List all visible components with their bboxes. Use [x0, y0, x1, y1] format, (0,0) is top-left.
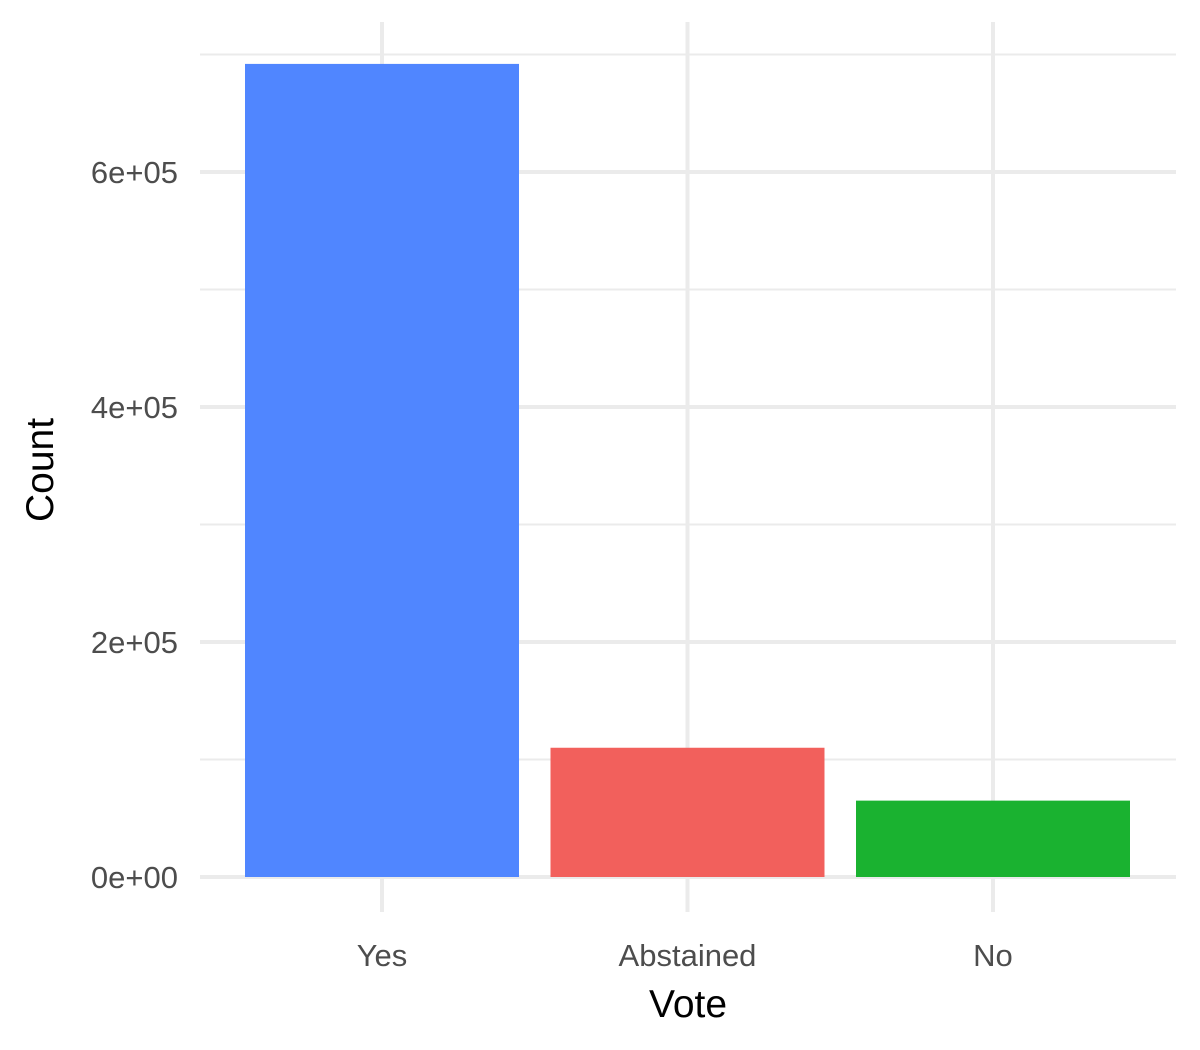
- x-tick-label: No: [973, 938, 1013, 973]
- x-axis-title: Vote: [649, 983, 727, 1026]
- bar-abstained: [550, 747, 825, 877]
- y-tick-label: 2e+05: [91, 625, 178, 660]
- x-axis-ticks: Yes Abstained No: [357, 938, 1013, 973]
- y-axis-title: Count: [19, 418, 62, 522]
- y-axis-ticks: 0e+00 2e+05 4e+05 6e+05: [91, 155, 178, 895]
- bars: [245, 63, 1130, 877]
- bar-no: [856, 800, 1130, 877]
- y-tick-label: 6e+05: [91, 155, 178, 190]
- bar-yes: [245, 63, 519, 877]
- x-tick-label: Abstained: [619, 938, 757, 973]
- x-tick-label: Yes: [357, 938, 408, 973]
- y-tick-label: 4e+05: [91, 390, 178, 425]
- y-tick-label: 0e+00: [91, 860, 178, 895]
